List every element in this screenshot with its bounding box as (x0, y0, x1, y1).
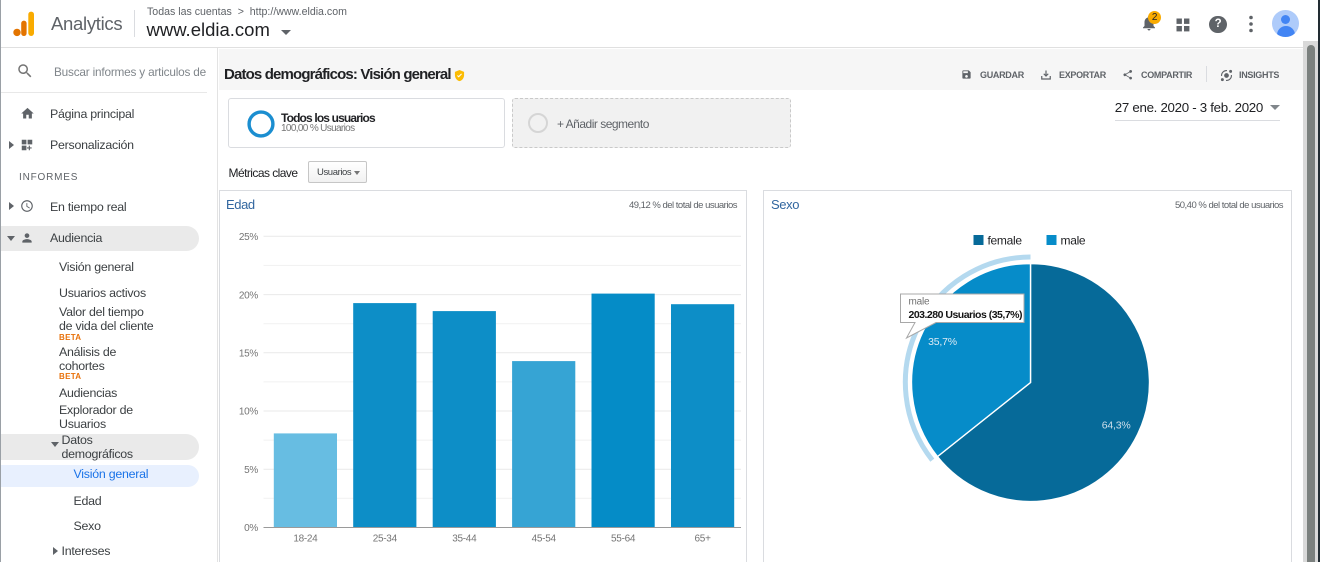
svg-text:45-54: 45-54 (531, 534, 556, 545)
svg-text:18-24: 18-24 (293, 534, 318, 545)
svg-text:55-64: 55-64 (611, 534, 636, 545)
svg-text:25%: 25% (238, 232, 258, 243)
svg-text:20%: 20% (238, 290, 258, 301)
svg-text:5%: 5% (244, 465, 258, 476)
svg-text:25-34: 25-34 (372, 534, 397, 545)
svg-text:64,3%: 64,3% (1101, 419, 1130, 431)
svg-text:15%: 15% (238, 349, 258, 360)
svg-text:203.280 Usuarios (35,7%): 203.280 Usuarios (35,7%) (908, 309, 1022, 321)
svg-text:male: male (908, 297, 930, 308)
svg-text:10%: 10% (238, 407, 258, 418)
svg-text:0%: 0% (244, 523, 258, 534)
svg-text:male: male (1060, 234, 1085, 248)
svg-text:female: female (987, 234, 1022, 248)
svg-text:35-44: 35-44 (452, 534, 477, 545)
svg-text:35,7%: 35,7% (928, 336, 957, 348)
svg-text:65+: 65+ (694, 534, 711, 545)
